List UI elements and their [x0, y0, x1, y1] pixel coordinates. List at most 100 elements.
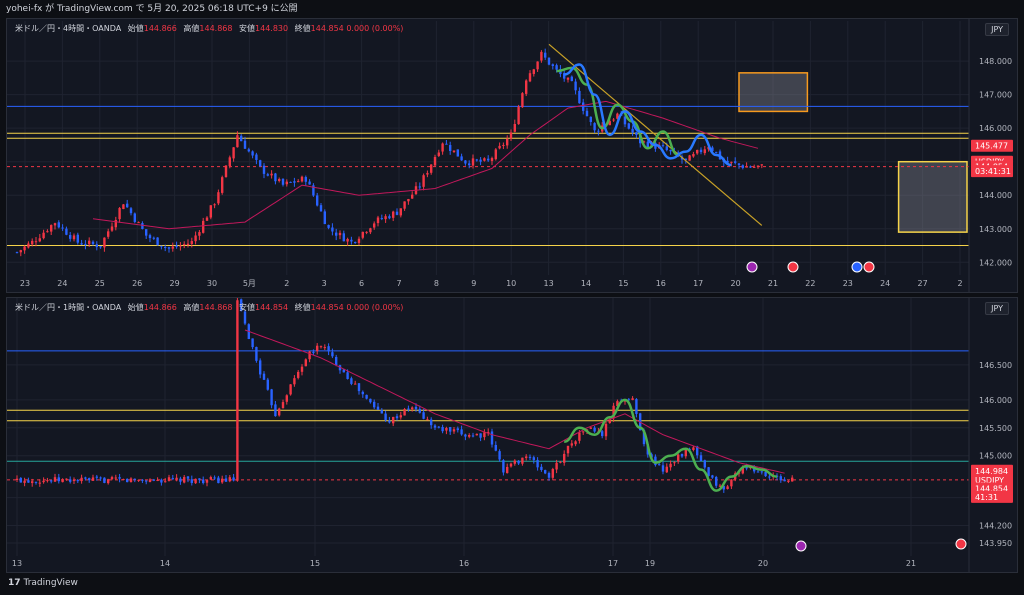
candle-body — [445, 143, 448, 145]
candle-body — [692, 153, 695, 157]
currency-button-4h[interactable]: JPY — [985, 23, 1009, 36]
candle-body — [437, 152, 440, 156]
candle-body — [483, 432, 486, 438]
candle-body — [665, 146, 668, 151]
candle-body — [164, 481, 167, 483]
candle-body — [217, 477, 220, 484]
candle-body — [350, 239, 353, 242]
candle-body — [395, 211, 399, 215]
candle-body — [730, 161, 733, 163]
candle-body — [376, 217, 380, 224]
candle-body — [202, 479, 205, 484]
candle-body — [327, 346, 330, 352]
candle-body — [688, 155, 691, 161]
candle-body — [23, 246, 26, 251]
time-tick-label: 29 — [170, 279, 180, 288]
close-value: 144.854 — [310, 303, 344, 312]
price-tag-label: 03:41:31 — [975, 167, 1011, 176]
candle-body — [57, 222, 60, 228]
candle-body — [680, 453, 684, 457]
candle-body — [110, 477, 114, 480]
chart-canvas-4h[interactable]: 148.000147.000146.000145.000144.000143.0… — [7, 19, 1017, 292]
low-value: 144.854 — [255, 303, 289, 312]
candle-body — [449, 145, 452, 151]
candle-body — [555, 462, 558, 470]
candle-body — [570, 443, 573, 446]
tradingview-brand[interactable]: 𝟭𝟳 TradingView — [8, 578, 78, 588]
candle-body — [517, 460, 520, 464]
candle-body — [19, 477, 22, 483]
candle-body — [392, 211, 395, 218]
candle-body — [186, 243, 190, 246]
candle-body — [76, 234, 79, 243]
candle-body — [88, 240, 91, 245]
candle-body — [764, 471, 767, 477]
candle-body — [578, 90, 581, 104]
candle-body — [483, 158, 486, 161]
candle-body — [137, 222, 140, 224]
price-tag-box — [971, 165, 1013, 178]
candle-body — [407, 199, 410, 202]
candle-body — [179, 478, 182, 482]
candle-body — [160, 479, 163, 483]
price-tag-label: 144.984 — [975, 467, 1008, 476]
candle-body — [15, 478, 19, 481]
candle-body — [95, 244, 98, 248]
candle-body — [715, 151, 718, 153]
candle-body — [392, 416, 395, 424]
publish-text: yohei-fx が TradingView.com で 5月 20, 2025… — [6, 4, 298, 14]
candle-body — [593, 123, 596, 131]
candle-body — [46, 480, 49, 482]
candle-body — [31, 240, 34, 245]
price-tag-box — [971, 464, 1013, 477]
time-tick-label: 20 — [731, 279, 741, 288]
time-tick-label: 27 — [918, 279, 928, 288]
price-tag-label: 145.477 — [975, 142, 1008, 151]
candle-body — [262, 373, 266, 380]
time-tick-label: 2 — [957, 279, 962, 288]
wave-line-blue — [564, 63, 732, 167]
candle-body — [114, 219, 117, 228]
candle-body — [34, 241, 38, 243]
time-tick-label: 22 — [805, 279, 815, 288]
candle-body — [350, 378, 353, 384]
chart-background — [7, 19, 1017, 292]
candle-body — [411, 194, 414, 199]
candle-body — [669, 463, 672, 468]
candle-body — [84, 243, 87, 245]
candle-body — [589, 427, 592, 429]
publish-info: yohei-fx が TradingView.com で 5月 20, 2025… — [0, 0, 1024, 18]
pane-header-4h: 米ドル／円・4時間・OANDA 始値144.866 高値144.868 安値14… — [15, 24, 404, 33]
time-tick-label: 24 — [57, 279, 67, 288]
candle-body — [19, 250, 22, 253]
candle-body — [304, 177, 307, 182]
candle-body — [627, 399, 630, 401]
candle-body — [547, 57, 551, 65]
price-tick-label: 143.000 — [979, 225, 1012, 234]
candle-body — [418, 408, 421, 413]
candle-body — [335, 356, 338, 366]
candle-body — [726, 160, 729, 163]
pane-separator[interactable] — [0, 293, 1024, 297]
candle-body — [118, 208, 121, 220]
moving-average-line — [92, 100, 759, 230]
candle-body — [103, 477, 106, 483]
chart-pane-4h[interactable]: 148.000147.000146.000145.000144.000143.0… — [6, 18, 1018, 293]
time-tick-label: 3 — [322, 279, 327, 288]
candle-body — [357, 238, 361, 243]
candle-body — [148, 479, 152, 483]
candle-body — [452, 150, 456, 153]
candle-body — [566, 77, 570, 80]
candle-body — [487, 158, 490, 161]
candle-body — [84, 477, 87, 479]
price-tag-label: 41:31 — [975, 493, 998, 502]
candle-body — [50, 225, 53, 232]
candle-body — [741, 467, 744, 474]
currency-button-1h[interactable]: JPY — [985, 302, 1009, 315]
chart-pane-1h[interactable]: 146.500146.000145.500145.000144.500144.2… — [6, 297, 1018, 573]
candle-body — [270, 389, 273, 406]
candle-body — [76, 480, 79, 482]
chart-canvas-1h[interactable]: 146.500146.000145.500145.000144.500144.2… — [7, 298, 1017, 572]
event-icon — [955, 538, 967, 550]
candle-body — [194, 235, 197, 242]
